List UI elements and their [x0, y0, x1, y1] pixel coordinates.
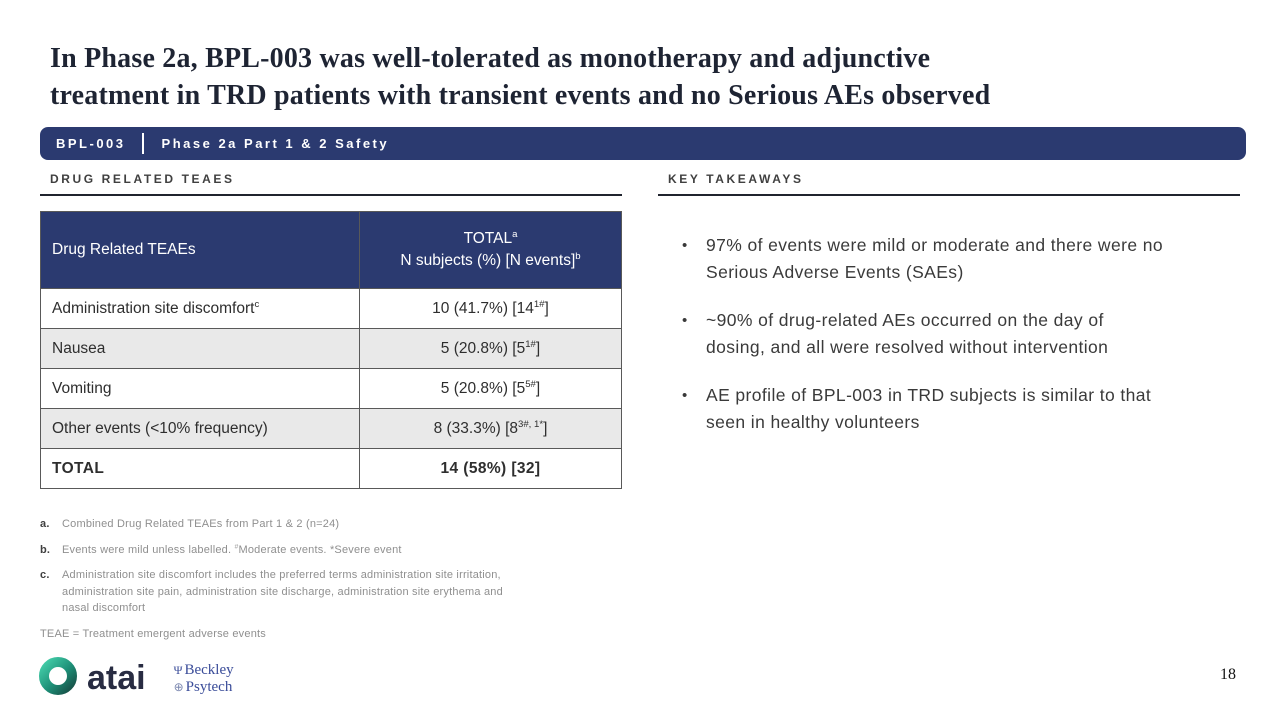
trident-icon: Ψ: [173, 662, 183, 677]
beckley-label: Beckley: [184, 661, 234, 678]
page-number: 18: [1220, 666, 1236, 683]
atai-logo: atai: [38, 656, 146, 701]
psytech-label: Psytech: [185, 678, 233, 695]
beckley-psytech-logo: Ψ Beckley ⊕ Psytech: [174, 662, 234, 696]
table-cell-label: Administration site discomfortc: [41, 289, 360, 328]
table-cell-value: 10 (41.7%) [141#]: [432, 298, 549, 317]
table-row: Vomiting 5 (20.8%) [55#]: [41, 368, 621, 408]
section-banner: BPL-003 Phase 2a Part 1 & 2 Safety: [40, 127, 1246, 160]
table-cell-label: Nausea: [41, 329, 360, 368]
table-row: Nausea 5 (20.8%) [51#]: [41, 328, 621, 368]
table-cell-label: TOTAL: [41, 449, 360, 488]
banner-product-label: BPL-003: [56, 136, 126, 151]
footnote-b: b. Events were mild unless labelled. #Mo…: [40, 542, 402, 556]
list-item: • AE profile of BPL-003 in TRD subjects …: [658, 382, 1240, 436]
table-cell-label: Vomiting: [41, 369, 360, 408]
table-header-col2: TOTALa N subjects (%) [N events]b: [360, 212, 621, 288]
atai-ring-icon: [38, 656, 78, 701]
table-header-col2-line1: TOTALa: [463, 228, 518, 247]
table-cell-label: Other events (<10% frequency): [41, 409, 360, 448]
table-row: Administration site discomfortc 10 (41.7…: [41, 288, 621, 328]
footnote-a: a. Combined Drug Related TEAEs from Part…: [40, 518, 340, 530]
drug-related-teaes-table: Drug Related TEAEs TOTALa N subjects (%)…: [40, 211, 622, 489]
table-header-col1: Drug Related TEAEs: [41, 212, 360, 288]
table-row: Other events (<10% frequency) 8 (33.3%) …: [41, 408, 621, 448]
key-takeaways-list: • 97% of events were mild or moderate an…: [658, 232, 1240, 457]
table-cell-value: 5 (20.8%) [55#]: [440, 378, 541, 397]
bullet-icon: •: [682, 237, 688, 254]
list-item: • ~90% of drug-related AEs occurred on t…: [658, 307, 1240, 361]
list-item: • 97% of events were mild or moderate an…: [658, 232, 1240, 286]
table-cell-value: 5 (20.8%) [51#]: [440, 338, 541, 357]
bullet-icon: •: [682, 312, 688, 329]
banner-section-label: Phase 2a Part 1 & 2 Safety: [161, 136, 390, 151]
slide-title: In Phase 2a, BPL-003 was well-tolerated …: [50, 43, 991, 111]
atai-wordmark: atai: [87, 659, 146, 697]
table-row-total: TOTAL 14 (58%) [32]: [41, 448, 621, 488]
table-cell-value: 14 (58%) [32]: [440, 459, 541, 477]
table-header-row: Drug Related TEAEs TOTALa N subjects (%)…: [41, 212, 621, 288]
footer-logos: atai Ψ Beckley ⊕ Psytech: [38, 656, 234, 701]
banner-divider: [141, 133, 144, 154]
globe-icon: ⊕: [173, 679, 184, 694]
table-header-col2-line2: N subjects (%) [N events]b: [400, 250, 581, 269]
teae-abbreviation: TEAE = Treatment emergent adverse events: [40, 627, 266, 640]
key-takeaways-heading: KEY TAKEAWAYS: [658, 172, 1240, 196]
footnote-c: c. Administration site discomfort includ…: [40, 569, 503, 614]
table-cell-value: 8 (33.3%) [83#, 1*]: [433, 418, 548, 437]
bullet-icon: •: [682, 387, 688, 404]
footnotes: a. Combined Drug Related TEAEs from Part…: [40, 516, 640, 642]
drug-related-teaes-heading: DRUG RELATED TEAES: [40, 172, 622, 196]
